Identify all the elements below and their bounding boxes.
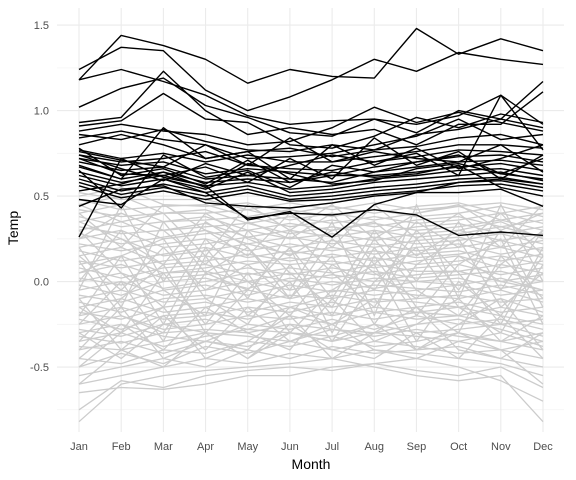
x-tick-label: Mar [154,441,173,453]
background-series-line [78,203,544,317]
background-series-line [78,357,544,411]
x-tick-label: Dec [533,441,553,453]
highlight-series-line [78,147,544,197]
background-series-line [78,306,544,360]
background-series-line [78,186,544,214]
y-tick-label: -0.5 [30,362,49,374]
background-series-line [78,284,544,303]
background-series-line [78,340,544,368]
highlight-series-line [78,149,544,172]
x-tick-label: May [237,441,258,453]
background-series-line [78,263,544,279]
y-tick-label: 1.0 [34,106,49,118]
background-series-line [78,362,544,394]
background-series-line [78,238,544,300]
y-axis-tick-labels: -0.5 0.0 0.5 1.0 1.5 [30,20,49,374]
x-tick-label: Jan [70,441,88,453]
y-tick-label: 1.5 [34,20,49,32]
background-series-line [78,198,544,218]
x-tick-label: Apr [197,441,214,453]
highlight-series-line [78,137,544,173]
x-tick-label: Jun [281,441,299,453]
background-series-line [78,212,544,266]
highlight-series-line [78,70,544,146]
background-series-line [78,215,544,231]
highlight-series-line [78,27,544,84]
highlight-series-line [78,118,544,153]
background-series-line [78,323,544,348]
highlight-series-line [78,183,544,202]
background-series-line [78,255,544,343]
background-series-line [78,323,544,385]
x-tick-label: Sep [407,441,427,453]
x-tick-label: Aug [364,441,384,453]
background-series-line [78,301,544,320]
x-tick-label: Nov [491,441,511,453]
x-axis-tick-labels: Jan Feb Mar Apr May Jun Jul Aug Sep Oct Nov Dec [70,441,553,453]
highlight-series-line [78,94,544,182]
x-tick-label: Oct [450,441,467,453]
highlight-series-line [78,168,544,190]
background-series-line [78,270,544,286]
y-axis-title: Temp [5,211,21,245]
highlight-series-line [78,92,544,149]
highlight-series-line [78,127,544,180]
y-tick-label: 0.5 [34,191,49,203]
highlight-series-line [78,46,544,112]
highlight-series-line [78,162,544,192]
x-tick-label: Feb [112,441,131,453]
highlight-series-line [78,171,544,194]
highlight-series-line [78,133,544,160]
y-tick-label: 0.0 [34,277,49,289]
background-series-line [78,357,544,423]
background-series-line [78,229,544,245]
highlight-series-group [78,27,544,238]
background-series-line [78,191,544,211]
highlight-series-line [78,137,544,184]
highlight-series-line [78,118,544,160]
background-series-line [78,349,544,385]
background-series-line [78,297,544,351]
x-axis-title: Month [292,456,331,472]
highlight-series-line [78,176,544,197]
background-series-line [78,294,544,313]
background-series-line [78,203,544,257]
background-series-line [78,229,544,317]
background-series-line [78,332,544,365]
highlight-series-line [78,106,544,146]
background-series-group [78,186,544,423]
background-series-line [78,345,544,377]
background-series-line [78,328,544,351]
background-series-line [78,229,544,325]
highlight-series-line [78,185,544,209]
background-series-line [78,297,544,360]
highlight-series-line [78,154,544,209]
x-tick-label: Jul [325,441,339,453]
background-series-line [78,212,544,266]
background-series-line [78,311,544,337]
background-series-line [78,221,544,308]
background-series-line [78,203,544,257]
highlight-series-line [78,178,544,237]
